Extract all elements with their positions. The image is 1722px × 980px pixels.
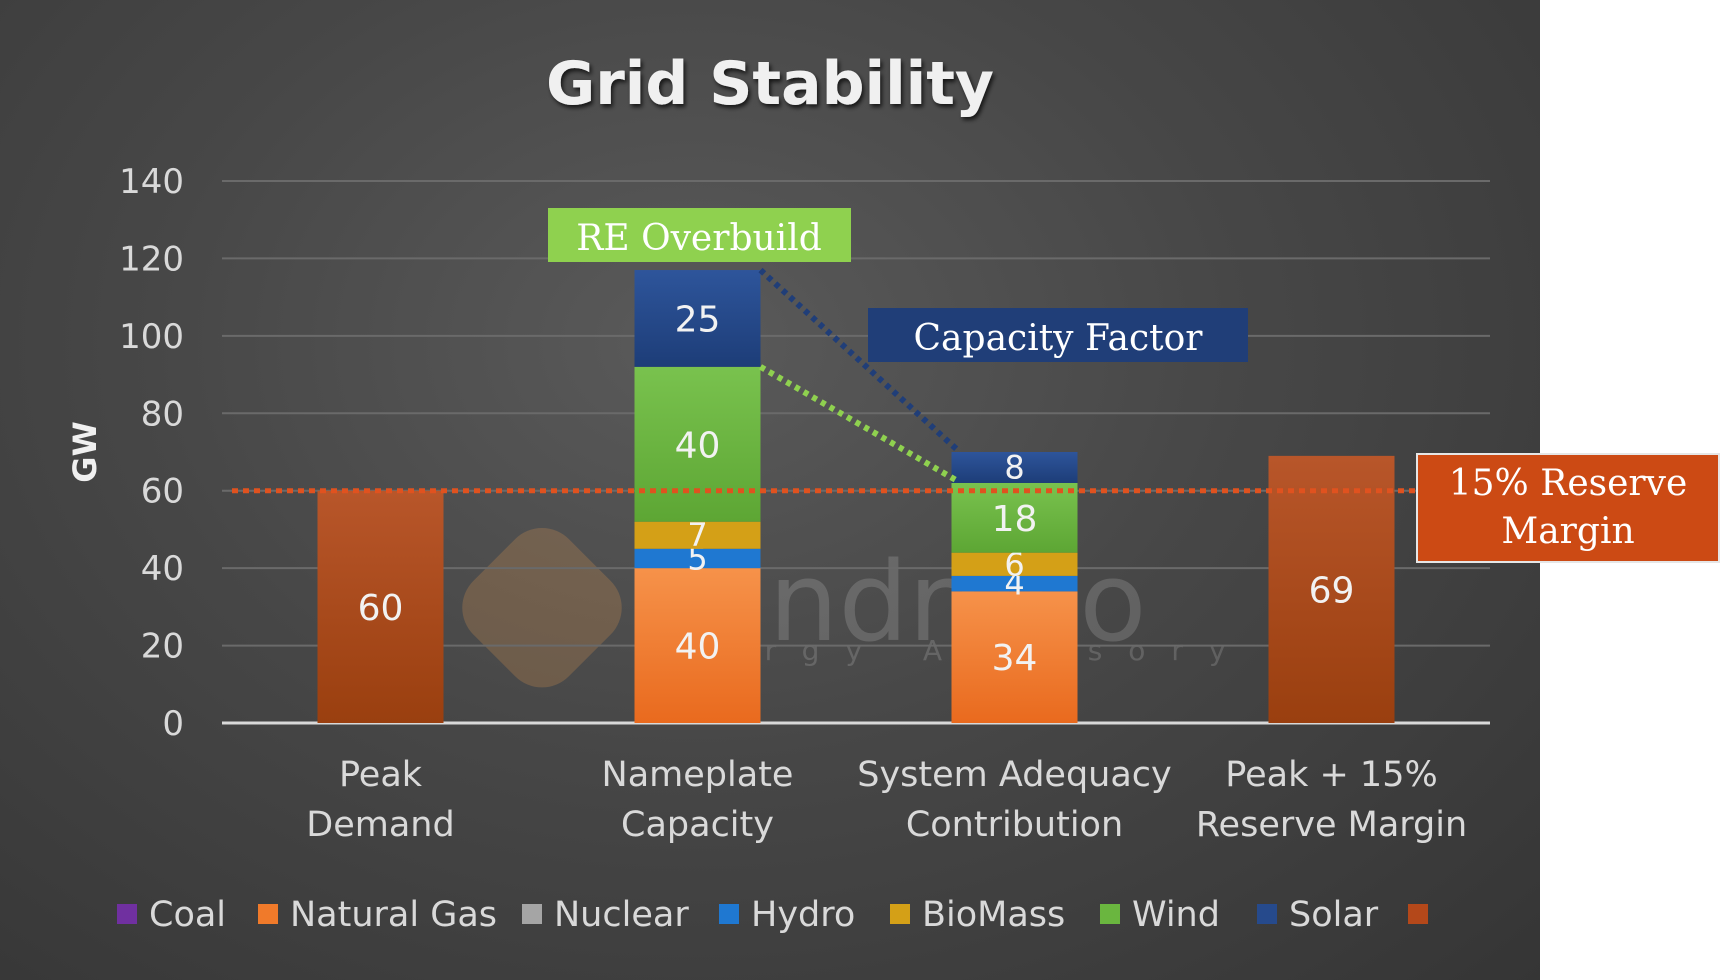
- re-overbuild-box: [548, 208, 851, 262]
- y-tick-label: 100: [119, 317, 184, 357]
- reserve-margin-line-1: Margin: [1501, 511, 1635, 552]
- legend-label: Nuclear: [554, 895, 689, 935]
- solar-connector-line: [758, 267, 960, 453]
- x-category-label: Demand: [306, 805, 454, 845]
- bar-segment-wind-2: [951, 482, 1078, 553]
- reserve-margin-callout: 15% Reserve Margin: [1416, 453, 1720, 563]
- data-label: 34: [992, 638, 1038, 679]
- capacity-factor-box: [868, 308, 1248, 362]
- y-tick-label: 80: [141, 394, 184, 434]
- y-tick-label: 140: [119, 162, 184, 202]
- legend-label: BioMass: [922, 895, 1065, 935]
- bar-segment-solar-2: [951, 452, 1078, 483]
- legend-swatch-hydro: [719, 904, 739, 924]
- bar-segment-hydro-1: [634, 548, 761, 569]
- data-label: 40: [675, 627, 721, 668]
- x-category-label: System Adequacy: [857, 755, 1172, 795]
- wind-connector-line: [758, 364, 960, 484]
- bar-segment-wind-1: [634, 366, 761, 522]
- bar-segment-reserve-0: [317, 490, 444, 723]
- y-axis-label: GW: [66, 421, 104, 483]
- y-tick-label: 20: [141, 627, 184, 667]
- x-category-label: Capacity: [621, 805, 774, 845]
- bar-segment-hydro-2: [951, 575, 1078, 592]
- legend-label: Solar: [1289, 895, 1379, 935]
- legend-swatch-reserve: [1408, 904, 1428, 924]
- data-label: 6: [1004, 545, 1024, 583]
- x-axis-labels: Peak Demand Nameplate Capacity System Adequa…: [306, 755, 1467, 845]
- legend-swatch-solar: [1257, 904, 1277, 924]
- x-category-label: Contribution: [906, 805, 1123, 845]
- legend-swatch-natural-gas: [258, 904, 278, 924]
- data-label: 60: [358, 588, 404, 629]
- legend-swatch-nuclear: [522, 904, 542, 924]
- x-category-label: Reserve Margin: [1196, 805, 1467, 845]
- watermark-diamond: [462, 527, 622, 688]
- legend-label: Wind: [1132, 895, 1220, 935]
- capacity-factor-label: Capacity Factor: [914, 318, 1204, 359]
- data-label: 7: [687, 516, 707, 554]
- y-tick-label: 40: [141, 549, 184, 589]
- chart-title: Grid Stability: [546, 49, 994, 119]
- bar-segment-natural-gas-2: [951, 591, 1078, 723]
- legend-label: Natural Gas: [290, 895, 497, 935]
- data-label: 40: [675, 425, 721, 466]
- bar-segment-solar-1: [634, 270, 761, 367]
- reserve-margin-line-0: 15% Reserve: [1448, 463, 1688, 504]
- bar-segment-biomass-2: [951, 552, 1078, 576]
- data-label: 25: [675, 299, 721, 340]
- data-label: 8: [1004, 448, 1024, 486]
- bar-segment-biomass-1: [634, 521, 761, 549]
- chart-panel: Grid Stability GW Pandreco Energy Advisor…: [0, 0, 1540, 980]
- y-axis-ticks: 0 20 40 60 80 100 120 140: [119, 162, 184, 744]
- x-category-label: Nameplate: [602, 755, 794, 795]
- data-label: 69: [1309, 570, 1355, 611]
- y-tick-label: 60: [141, 472, 184, 512]
- x-category-label: Peak: [339, 755, 423, 795]
- legend-swatch-wind: [1100, 904, 1120, 924]
- x-category-label: Peak + 15%: [1225, 755, 1437, 795]
- legend-label: Hydro: [751, 895, 855, 935]
- legend: Coal Natural Gas Nuclear Hydro BioMass Wind So…: [117, 895, 1428, 935]
- bar-segment-natural-gas-1: [634, 568, 761, 723]
- legend-swatch-biomass: [890, 904, 910, 924]
- data-label: 18: [992, 499, 1038, 540]
- y-tick-label: 0: [162, 704, 184, 744]
- bar-segment-reserve-3: [1268, 455, 1395, 723]
- annotations: RE Overbuild Capacity Factor: [232, 208, 1420, 494]
- y-tick-label: 120: [119, 239, 184, 279]
- re-overbuild-label: RE Overbuild: [576, 218, 822, 259]
- data-label: 5: [687, 539, 707, 577]
- legend-swatch-coal: [117, 904, 137, 924]
- legend-label: Coal: [149, 895, 226, 935]
